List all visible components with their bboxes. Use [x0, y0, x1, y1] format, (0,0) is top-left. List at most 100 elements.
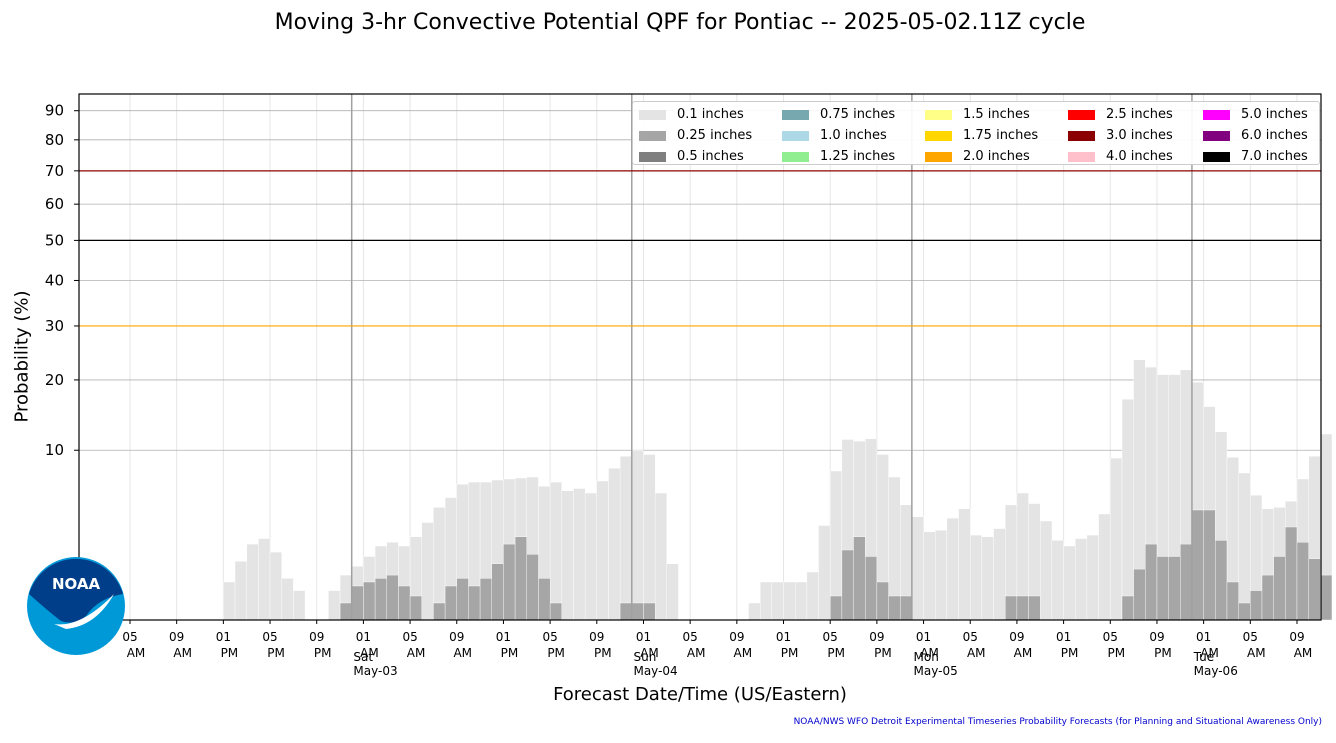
bar-0-1-inches — [596, 480, 609, 621]
legend-swatch — [1203, 130, 1230, 141]
bar-0-25-inches — [1121, 595, 1134, 621]
bar-0-25-inches — [1203, 509, 1216, 621]
legend-item: 7.0 inches — [1203, 146, 1323, 167]
bar-0-25-inches — [479, 578, 492, 621]
bar-0-25-inches — [1156, 556, 1169, 621]
day-label: Mon — [914, 650, 939, 664]
legend-label: 0.25 inches — [677, 128, 753, 143]
legend-swatch — [1203, 109, 1230, 120]
bar-0-1-inches — [654, 492, 667, 621]
legend-swatch — [925, 130, 952, 141]
x-tick-label: PM — [781, 646, 799, 660]
bar-0-1-inches — [1040, 520, 1053, 621]
bar-0-1-inches — [1086, 534, 1099, 621]
x-tick-label: 01 — [216, 630, 231, 644]
bar-0-25-inches — [643, 602, 656, 621]
bar-0-1-inches — [1075, 538, 1088, 621]
legend-item: 6.0 inches — [1203, 125, 1323, 146]
legend-swatch — [925, 109, 952, 120]
bar-0-25-inches — [386, 574, 399, 621]
bar-0-1-inches — [234, 561, 247, 621]
bar-0-25-inches — [853, 536, 866, 621]
legend-swatch — [639, 109, 666, 120]
legend-item: 2.5 inches — [1068, 104, 1203, 125]
x-tick-label: 09 — [1149, 630, 1164, 644]
bar-0-25-inches — [1273, 556, 1286, 621]
x-tick-label: AM — [687, 646, 706, 660]
x-tick-label: AM — [360, 646, 379, 660]
bar-0-25-inches — [830, 595, 843, 621]
bar-0-25-inches — [1005, 595, 1018, 621]
legend-label: 2.5 inches — [1106, 107, 1173, 122]
bar-0-25-inches — [1191, 509, 1204, 621]
noaa-logo-icon: NOAA — [27, 557, 125, 655]
legend-item: 1.75 inches — [925, 125, 1068, 146]
bar-0-25-inches — [1238, 602, 1251, 621]
x-tick-label: PM — [827, 646, 845, 660]
bar-0-25-inches — [1168, 556, 1181, 621]
bar-0-1-inches — [269, 551, 282, 621]
x-tick-label: 09 — [1289, 630, 1304, 644]
x-tick-label: 01 — [776, 630, 791, 644]
legend-swatch — [782, 130, 809, 141]
bar-0-25-inches — [1016, 595, 1029, 621]
y-tick-label: 30 — [45, 317, 64, 335]
x-tick-label: AM — [1294, 646, 1313, 660]
bar-0-1-inches — [981, 536, 994, 621]
x-tick-label: 05 — [122, 630, 137, 644]
x-tick-label: 01 — [1196, 630, 1211, 644]
x-tick-label: PM — [314, 646, 332, 660]
legend-item: 1.25 inches — [782, 146, 925, 167]
bar-0-1-inches — [818, 525, 831, 621]
bar-0-25-inches — [1028, 595, 1041, 621]
bar-0-1-inches — [1121, 399, 1134, 621]
bar-0-25-inches — [468, 585, 481, 621]
bar-0-25-inches — [398, 585, 411, 621]
x-tick-label: 05 — [683, 630, 698, 644]
bar-0-25-inches — [876, 581, 889, 621]
bar-0-1-inches — [806, 571, 819, 621]
x-tick-label: 01 — [496, 630, 511, 644]
x-tick-label: 09 — [869, 630, 884, 644]
x-tick-label: AM — [453, 646, 472, 660]
x-tick-label: 01 — [356, 630, 371, 644]
x-tick-label: 05 — [542, 630, 557, 644]
x-tick-label: AM — [173, 646, 192, 660]
bar-0-1-inches — [281, 578, 294, 621]
x-tick-label: AM — [407, 646, 426, 660]
x-tick-label: AM — [734, 646, 753, 660]
legend-item: 2.0 inches — [925, 146, 1068, 167]
x-tick-label: 05 — [1243, 630, 1258, 644]
bar-0-1-inches — [223, 581, 236, 621]
bar-0-25-inches — [444, 585, 457, 621]
legend-swatch — [1068, 151, 1095, 162]
bar-0-1-inches — [246, 543, 259, 621]
bar-0-1-inches — [760, 581, 773, 621]
legend-label: 7.0 inches — [1241, 149, 1308, 164]
bar-0-25-inches — [374, 578, 387, 621]
legend-item: 0.5 inches — [639, 146, 782, 167]
bar-0-1-inches — [421, 522, 434, 621]
legend-item: 1.5 inches — [925, 104, 1068, 125]
x-tick-label: PM — [221, 646, 239, 660]
legend-label: 1.25 inches — [820, 149, 896, 164]
bar-0-1-inches — [328, 590, 341, 621]
x-tick-label: AM — [920, 646, 939, 660]
y-tick-label: 10 — [45, 441, 64, 459]
bar-0-1-inches — [643, 454, 656, 621]
x-tick-label: PM — [267, 646, 285, 660]
bar-0-25-inches — [841, 549, 854, 621]
bar-0-25-inches — [900, 595, 913, 621]
legend-item: 5.0 inches — [1203, 104, 1323, 125]
day-label: May-05 — [914, 664, 958, 678]
x-tick-label: AM — [967, 646, 986, 660]
bar-0-25-inches — [619, 602, 632, 621]
bar-0-1-inches — [258, 538, 271, 621]
x-tick-label: AM — [1200, 646, 1219, 660]
bar-0-1-inches — [561, 490, 574, 621]
x-tick-label: PM — [874, 646, 892, 660]
x-tick-label: PM — [1107, 646, 1125, 660]
plot-frame — [78, 93, 1322, 621]
bar-0-1-inches — [293, 590, 306, 621]
